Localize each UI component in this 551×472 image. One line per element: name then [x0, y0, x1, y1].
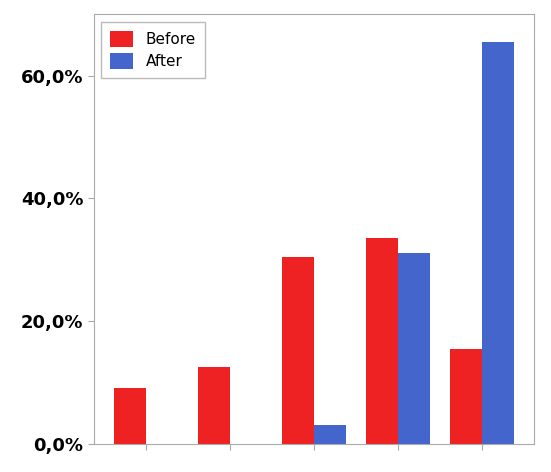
Bar	[314, 425, 346, 444]
Bar	[114, 388, 145, 444]
Bar	[282, 257, 314, 444]
Bar	[366, 238, 398, 444]
Bar	[198, 367, 230, 444]
Bar	[483, 42, 515, 444]
Legend: Before, After: Before, After	[101, 22, 205, 78]
Bar	[451, 348, 483, 444]
Bar	[398, 253, 430, 444]
